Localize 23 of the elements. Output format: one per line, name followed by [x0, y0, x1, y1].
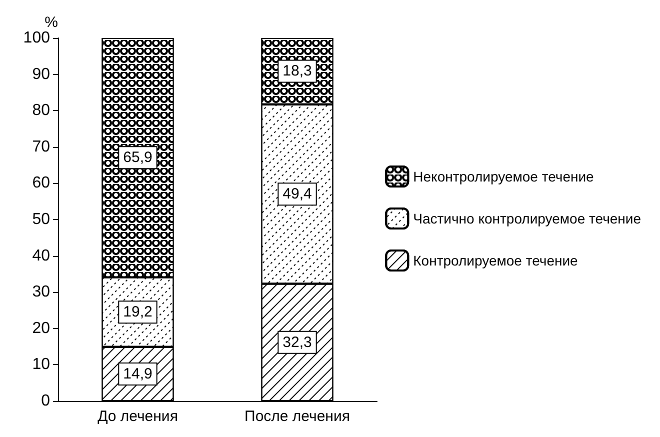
y-tick-label: 20	[32, 320, 50, 337]
y-tick-label: 80	[32, 102, 50, 120]
data-label: 32,3	[282, 334, 312, 351]
y-tick-label: 60	[32, 174, 50, 192]
data-label: 65,9	[123, 149, 152, 166]
data-label: 18,3	[282, 62, 312, 80]
legend-label: Контролируемое течение	[413, 252, 578, 268]
legend-label: Частично контролируемое течение	[413, 210, 642, 226]
y-tick-label: 10	[32, 356, 50, 374]
y-tick-label: 40	[32, 247, 50, 264]
y-tick-label: 30	[32, 284, 50, 301]
y-tick-label: 90	[32, 66, 50, 83]
y-tick-label: 50	[32, 211, 50, 228]
y-tick-label: 70	[32, 138, 50, 156]
data-label: 49,4	[282, 186, 312, 203]
y-tick-label: 0	[41, 392, 50, 410]
data-label: 19,2	[123, 304, 152, 321]
y-tick-label: 100	[23, 30, 50, 46]
legend-label: Неконтролируемое течение	[413, 168, 594, 184]
x-tick-label: После лечения	[244, 408, 350, 425]
data-label: 14,9	[123, 365, 152, 382]
y-axis-title: %	[44, 14, 58, 31]
x-tick-label: До лечения	[98, 408, 178, 425]
